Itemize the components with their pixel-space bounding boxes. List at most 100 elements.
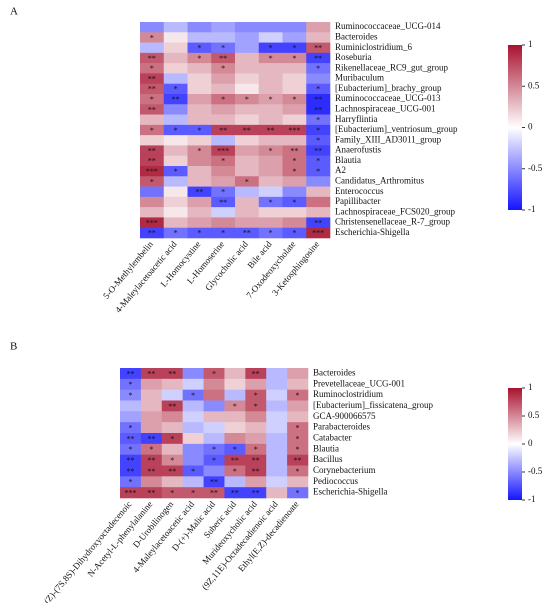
significance-star: ** xyxy=(168,402,176,411)
significance-star: * xyxy=(233,445,237,454)
significance-star: * xyxy=(128,391,132,400)
heatmap-cell xyxy=(187,217,212,229)
heatmap-cell xyxy=(140,196,165,208)
heatmap-cell xyxy=(282,155,307,167)
heatmap-cell xyxy=(245,368,267,380)
colorbar-tick-label: 1 xyxy=(528,382,533,392)
heatmap-cell xyxy=(182,465,204,477)
heatmap-cell xyxy=(287,465,309,477)
significance-star: ** xyxy=(148,157,156,166)
heatmap-cell xyxy=(282,227,307,239)
heatmap-cell xyxy=(140,422,163,434)
heatmap-cell xyxy=(163,22,188,33)
heatmap-cell xyxy=(187,145,212,157)
heatmap-cell xyxy=(120,389,142,401)
significance-star: * xyxy=(128,423,132,432)
row-label: Lachnospiraceae_UCG-001 xyxy=(335,103,435,113)
heatmap-cell xyxy=(258,186,283,198)
heatmap-cell xyxy=(140,368,163,380)
significance-star: ** xyxy=(126,434,134,443)
heatmap-cell xyxy=(235,94,260,105)
significance-star: ** xyxy=(195,188,203,197)
heatmap-cell xyxy=(245,443,267,455)
heatmap-cell xyxy=(120,465,142,477)
significance-star: ** xyxy=(252,488,260,497)
column-label: (Z)-(7S,8S)-Dihydroxyoctadecenoic xyxy=(42,499,134,603)
significance-star: ** xyxy=(147,434,155,443)
heatmap-cell xyxy=(161,411,183,423)
heatmap-cell xyxy=(187,155,212,167)
significance-star: ** xyxy=(252,456,260,465)
heatmap-cell xyxy=(163,42,188,54)
heatmap-cell xyxy=(282,135,307,146)
row-label: Blautia xyxy=(313,443,339,453)
heatmap-cell xyxy=(287,389,309,401)
heatmap-cell xyxy=(282,145,307,157)
heatmap-cell xyxy=(140,389,163,401)
significance-star: * xyxy=(221,95,225,104)
heatmap-cell xyxy=(224,422,246,434)
significance-star: * xyxy=(292,157,296,166)
heatmap-cell xyxy=(211,22,236,33)
heatmap-cell xyxy=(161,368,183,380)
heatmap-cell xyxy=(235,42,260,54)
significance-star: * xyxy=(128,478,132,487)
heatmap-cell xyxy=(245,422,267,434)
significance-star: ** xyxy=(219,126,227,135)
heatmap-cell xyxy=(203,422,225,434)
heatmap-cell xyxy=(245,400,267,412)
heatmap-cell xyxy=(140,166,165,177)
significance-star: ** xyxy=(243,229,251,238)
heatmap-cell xyxy=(203,465,225,477)
heatmap-cell xyxy=(163,145,188,157)
colorbar-tick-label: 0.5 xyxy=(528,410,540,420)
heatmap-cell xyxy=(245,476,267,488)
heatmap-cell xyxy=(182,378,204,390)
significance-star: *** xyxy=(217,146,229,155)
significance-star: ** xyxy=(231,488,239,497)
heatmap-cell xyxy=(140,135,165,146)
colorbar-tick-label: -0.5 xyxy=(528,466,543,476)
heatmap-cell xyxy=(187,22,212,33)
heatmap-cell xyxy=(224,443,246,455)
heatmap-cell xyxy=(258,83,283,95)
heatmap-cell xyxy=(140,433,163,445)
heatmap-cell xyxy=(306,63,331,74)
significance-star: * xyxy=(254,402,258,411)
significance-star: *** xyxy=(146,218,158,227)
significance-star: ** xyxy=(126,369,134,378)
heatmap-cell xyxy=(224,454,246,466)
significance-star: * xyxy=(221,229,225,238)
significance-star: * xyxy=(170,434,174,443)
heatmap-cell xyxy=(163,135,188,146)
heatmap-cell xyxy=(163,166,188,177)
row-label: [Eubacterium]_fissicatena_group xyxy=(313,400,433,410)
heatmap-cell xyxy=(258,22,283,33)
heatmap-cell xyxy=(140,400,163,412)
significance-star: ** xyxy=(148,229,156,238)
row-label: Ruminoclostridium xyxy=(313,389,383,399)
significance-star: ** xyxy=(314,218,322,227)
significance-star: ** xyxy=(252,369,260,378)
heatmap-cell xyxy=(258,52,283,64)
heatmap-cell xyxy=(140,124,165,136)
heatmap-cell xyxy=(224,476,246,488)
row-label: Corynebacterium xyxy=(313,465,375,475)
heatmap-cell xyxy=(266,400,288,412)
heatmap-cell xyxy=(140,227,165,239)
heatmap-cell xyxy=(287,378,309,390)
significance-star: *** xyxy=(288,126,300,135)
significance-star: ** xyxy=(172,95,180,104)
colorbar xyxy=(508,45,522,210)
significance-star: * xyxy=(269,95,273,104)
heatmap-cell xyxy=(140,155,165,167)
heatmap-cell xyxy=(163,94,188,105)
heatmap-cell xyxy=(163,217,188,229)
heatmap-cell xyxy=(258,73,283,85)
heatmap-cell xyxy=(224,368,246,380)
heatmap-cell xyxy=(235,22,260,33)
significance-star: ** xyxy=(231,456,239,465)
significance-star: * xyxy=(197,54,201,63)
panel-label: A xyxy=(10,6,18,18)
